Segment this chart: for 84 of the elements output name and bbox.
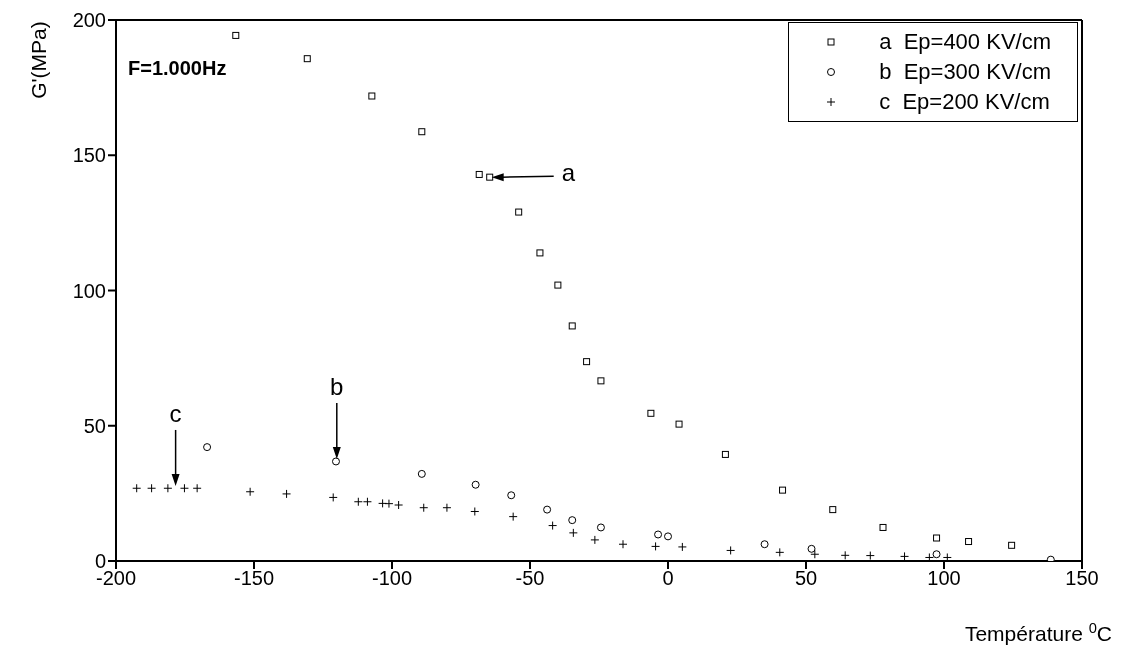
x-tick-label: 50 (794, 567, 818, 590)
point (933, 534, 941, 542)
point (583, 358, 591, 366)
x-tick-label: 0 (662, 567, 674, 590)
point (508, 512, 518, 522)
point (515, 208, 523, 216)
x-axis-title: Température $^{0}$C (964, 620, 1112, 645)
point (779, 486, 787, 494)
point (760, 540, 769, 549)
point (163, 483, 173, 493)
point (328, 492, 338, 502)
point (568, 528, 578, 538)
point (568, 516, 577, 525)
point (353, 497, 363, 507)
point (654, 530, 663, 539)
point (331, 457, 340, 466)
point (721, 450, 729, 458)
point (147, 483, 157, 493)
point (471, 480, 480, 489)
point (807, 544, 816, 553)
point (536, 249, 544, 257)
point (865, 551, 875, 561)
point (810, 549, 820, 559)
point (965, 538, 973, 546)
point (726, 545, 736, 555)
point (232, 31, 240, 39)
point (651, 541, 661, 551)
y-axis-title: G'(MPa) (27, 21, 50, 99)
annotation: b (330, 372, 344, 400)
point (596, 523, 605, 532)
x-tick-label: -50 (515, 567, 545, 590)
point (486, 173, 494, 181)
point (192, 483, 202, 493)
point (840, 550, 850, 560)
point (132, 483, 142, 493)
point (647, 409, 655, 417)
annotation: a (561, 159, 576, 187)
y-tick-label: 150 (72, 144, 106, 167)
point (677, 542, 687, 552)
legend-label: a Ep=400 KV/cm (879, 29, 1051, 55)
point (203, 443, 212, 452)
x-tick-label: 100 (927, 567, 961, 590)
point (548, 521, 558, 531)
point (597, 377, 605, 385)
y-tick-label: 200 (72, 9, 106, 32)
point (245, 487, 255, 497)
legend-label: b Ep=300 KV/cm (879, 59, 1051, 85)
point (618, 539, 628, 549)
annotation: F=1.000Hz (128, 57, 227, 80)
point (829, 506, 837, 514)
point (179, 483, 189, 493)
point (932, 550, 941, 559)
point (507, 491, 516, 500)
point (384, 499, 394, 509)
point (394, 500, 404, 510)
x-tick-label: 150 (1065, 567, 1099, 590)
point (419, 503, 429, 513)
x-tick-label: -150 (233, 567, 275, 590)
point (900, 551, 910, 561)
point (362, 497, 372, 507)
y-tick-label: 100 (72, 279, 106, 302)
point (543, 505, 552, 514)
point (664, 532, 672, 541)
annotation: c (169, 399, 182, 427)
point (554, 281, 562, 289)
point (942, 552, 952, 561)
x-tick-label: -100 (371, 567, 413, 590)
point (879, 523, 887, 531)
y-tick-label: 50 (83, 414, 106, 437)
point (417, 469, 426, 478)
point (442, 503, 452, 513)
point (475, 170, 483, 178)
point (282, 489, 292, 499)
point (418, 128, 426, 136)
legend-label: c Ep=200 KV/cm (879, 89, 1050, 115)
point (1008, 541, 1016, 549)
point (568, 322, 576, 330)
point (303, 55, 311, 63)
point (368, 92, 376, 100)
point (775, 547, 785, 557)
point (590, 535, 600, 545)
point (675, 420, 683, 428)
point (924, 552, 934, 561)
point (470, 507, 480, 516)
